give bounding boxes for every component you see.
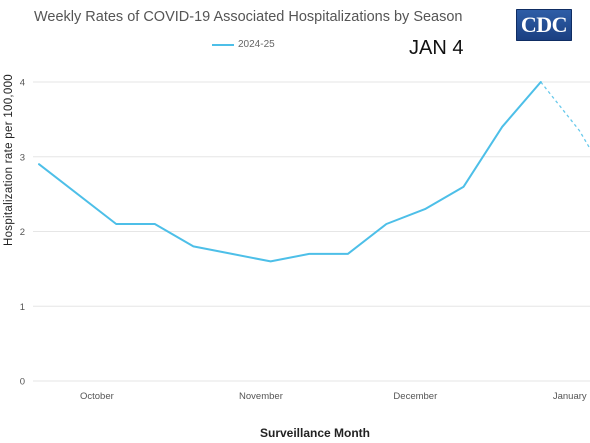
- x-axis-label: Surveillance Month: [259, 426, 371, 440]
- date-annotation: JAN 4: [409, 37, 464, 59]
- gridlines: [33, 81, 590, 382]
- cdc-logo-text: CDC: [520, 12, 568, 37]
- series-lines: [38, 81, 590, 263]
- legend: 2024-25: [212, 39, 275, 50]
- x-tick-label: January: [553, 391, 587, 402]
- legend-label: 2024-25: [238, 39, 275, 50]
- series-line-provisional-0: [540, 81, 590, 150]
- series-line-0: [38, 81, 542, 263]
- y-tick-label: 1: [20, 302, 25, 313]
- y-ticks: 0 1 2 3 4: [20, 78, 25, 388]
- x-ticks: October November December January: [80, 391, 587, 402]
- legend-swatch: [212, 43, 234, 46]
- y-tick-label: 0: [20, 377, 25, 388]
- chart-title: Weekly Rates of COVID-19 Associated Hosp…: [34, 9, 463, 25]
- x-tick-label: November: [239, 391, 283, 402]
- cdc-logo: CDC: [516, 9, 572, 41]
- y-tick-label: 3: [20, 152, 25, 163]
- y-tick-label: 4: [20, 78, 25, 89]
- x-tick-label: December: [393, 391, 437, 402]
- x-tick-label: October: [80, 391, 114, 402]
- y-tick-label: 2: [20, 227, 25, 238]
